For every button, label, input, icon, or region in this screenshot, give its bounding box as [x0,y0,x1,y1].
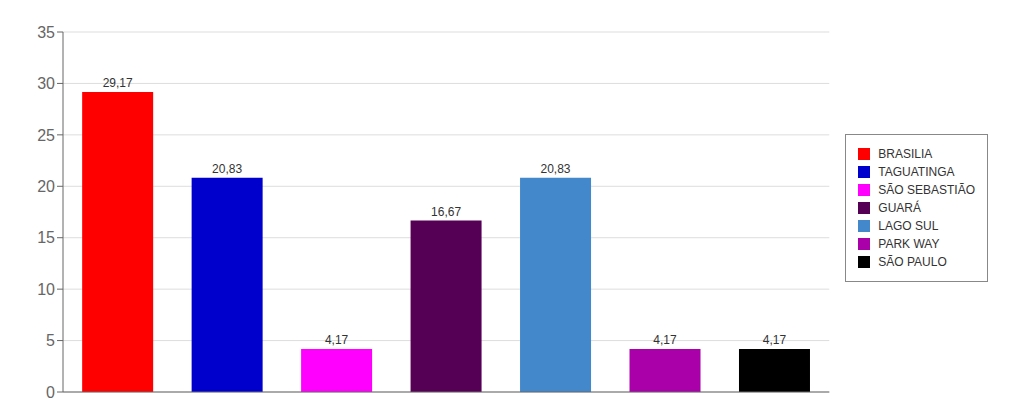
html-text:TAGUATINGA: TAGUATINGA [878,165,955,179]
svg-text:4,17: 4,17 [653,333,677,347]
html-text:SÃO PAULO: SÃO PAULO [878,255,947,269]
svg-text:20,83: 20,83 [212,162,242,176]
svg-text:25: 25 [37,127,55,144]
svg-text:10: 10 [37,281,55,298]
html-text:BRASILIA: BRASILIA [878,147,933,161]
svg-text:5: 5 [46,332,55,349]
svg-text:0: 0 [46,384,55,401]
svg-text:30: 30 [37,75,55,92]
html-text:PARK WAY: PARK WAY [878,237,940,251]
html-text:LAGO SUL: LAGO SUL [878,219,939,233]
svg-text:20,83: 20,83 [541,162,571,176]
svg-text:20: 20 [37,178,55,195]
html-text:GUARÁ: GUARÁ [878,201,921,215]
svg-text:16,67: 16,67 [431,205,461,219]
svg-text:35: 35 [37,24,55,41]
svg-text:29,17: 29,17 [103,76,133,90]
svg-text:4,17: 4,17 [763,333,787,347]
svg-text:15: 15 [37,229,55,246]
svg-text:4,17: 4,17 [325,333,349,347]
html-text:SÃO SEBASTIÃO: SÃO SEBASTIÃO [878,183,975,197]
